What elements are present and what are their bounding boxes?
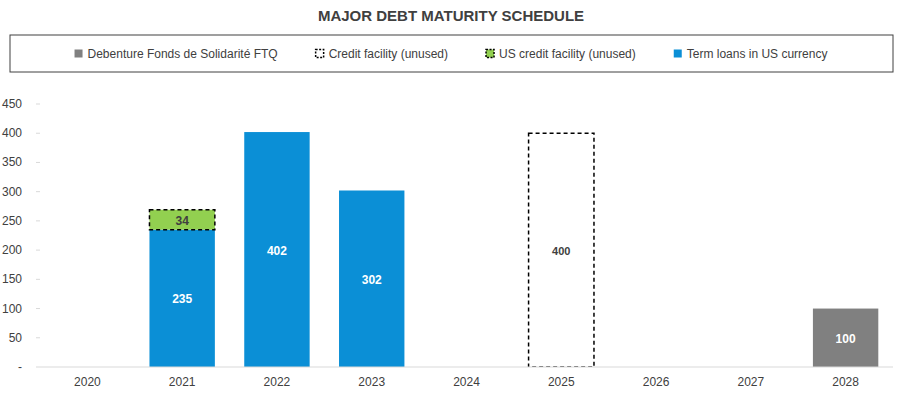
y-tick-label: 400 [2,126,22,140]
x-tick-label: 2020 [74,375,101,389]
legend-label: US credit facility (unused) [499,47,636,61]
y-tick [36,133,40,134]
legend-item: Debenture Fonds de Solidarité FTQ [75,47,278,61]
x-tick-label: 2028 [832,375,859,389]
legend-marker [316,50,324,58]
bar [339,190,404,367]
data-label: 400 [552,245,570,257]
bar [529,133,594,367]
y-tick-label: 450 [2,97,22,111]
y-tick [36,337,40,338]
x-tick-label: 2024 [453,375,480,389]
y-tick-label: 350 [2,155,22,169]
legend: Debenture Fonds de Solidarité FTQ Credit … [75,47,828,61]
data-label: 100 [836,332,856,346]
y-tick-label: 150 [2,272,22,286]
y-tick-label: 300 [2,185,22,199]
bar [149,210,214,230]
legend-label: Credit facility (unused) [329,47,448,61]
y-tick-label: 100 [2,302,22,316]
x-tick-label: 2021 [169,375,196,389]
legend-marker [486,50,494,58]
x-tick-label: 2027 [737,375,764,389]
legend-label: Debenture Fonds de Solidarité FTQ [88,47,278,61]
y-axis: - 50 100 150 200 250 300 350 400 450 [2,97,40,374]
y-tick [36,220,40,221]
chart: MAJOR DEBT MATURITY SCHEDULE Debenture Fo… [0,0,901,394]
y-tick-label: 200 [2,243,22,257]
legend-marker [75,50,83,58]
y-tick [36,250,40,251]
y-tick [36,162,40,163]
data-label: 402 [267,244,287,258]
legend-marker [674,50,682,58]
x-axis: 2020 2021 2022 2023 2024 2025 2026 2027 2028 [40,367,893,389]
bar [149,230,214,367]
x-axis-line [40,367,893,368]
y-tick [36,279,40,280]
legend-item: Credit facility (unused) [316,47,448,61]
data-labels: 235 34 402 302 400 100 [172,214,856,346]
y-tick-label: 250 [2,214,22,228]
bars [149,132,878,367]
y-tick [36,308,40,309]
title: MAJOR DEBT MATURITY SCHEDULE [318,7,584,24]
data-label: 302 [362,273,382,287]
y-tick [36,191,40,192]
y-tick-label: 50 [9,331,23,345]
legend-box [10,35,893,72]
y-tick-label: - [18,360,22,374]
x-tick-label: 2025 [548,375,575,389]
x-tick-label: 2026 [643,375,670,389]
bar [813,309,878,367]
x-tick-label: 2022 [264,375,291,389]
data-label: 235 [172,292,192,306]
bar [244,132,309,367]
y-tick [36,367,40,368]
legend-label: Term loans in US currency [687,47,828,61]
x-tick-label: 2023 [358,375,385,389]
legend-item: Term loans in US currency [674,47,828,61]
legend-item: US credit facility (unused) [486,47,636,61]
data-label: 34 [175,214,189,228]
y-tick [36,104,40,105]
